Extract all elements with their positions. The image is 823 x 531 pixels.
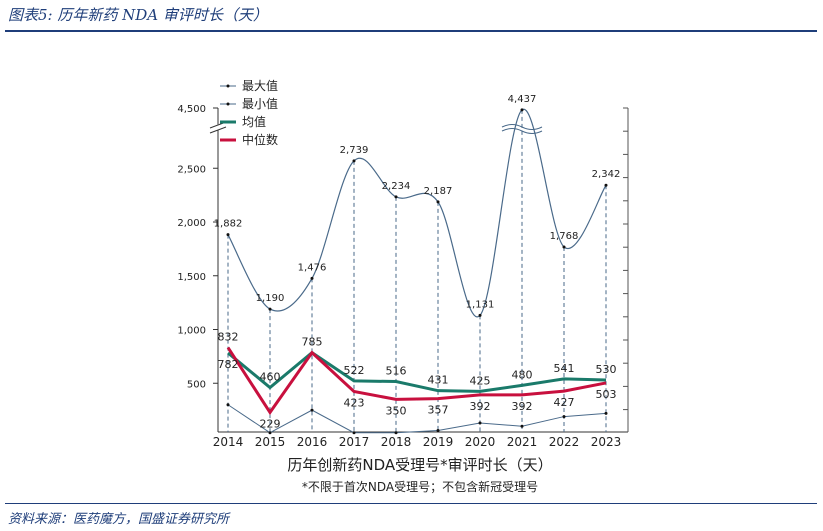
y-tick-label: 4,500 [177,104,206,115]
min-point [562,415,566,419]
chart-title: 历年创新药NDA受理号*审评时长（天） [287,456,552,474]
source-note: 资料来源：医药魔方，国盛证券研究所 [8,512,230,527]
figure-header: 图表5: 历年新药 NDA 审评时长（天） [8,6,268,24]
x-tick-label: 2014 [213,435,244,449]
max-label: 1,131 [466,299,495,310]
footer-rule [5,503,817,504]
max-point [436,200,440,204]
min-point [226,403,230,407]
mean-label: 425 [470,374,491,387]
mean-label: 530 [596,363,617,376]
max-point [310,276,314,280]
median-label: 832 [218,331,239,344]
min-point [520,424,524,428]
median-label: 423 [344,397,365,410]
mean-label: 782 [218,358,239,371]
max-point [478,313,482,317]
min-point [436,429,440,433]
y-tick-label: 2,500 [177,164,206,175]
max-point [352,159,356,163]
legend-label: 均值 [242,114,266,129]
header-rule [5,30,817,32]
x-tick-label: 2023 [591,435,622,449]
median-label: 392 [512,400,533,413]
mean-label: 460 [260,371,281,384]
max-point [562,245,566,249]
x-tick-label: 2020 [465,435,496,449]
x-tick-label: 2015 [255,435,286,449]
mean-label: 541 [554,362,575,375]
max-label: 2,739 [340,145,369,156]
mean-label: 431 [428,374,449,387]
series-break-mark [501,124,543,134]
y-tick-label: 1,500 [177,272,206,283]
median-label: 357 [428,404,449,417]
x-tick-label: 2016 [297,435,328,449]
min-point [604,411,608,415]
max-label: 1,190 [256,293,285,304]
median-label: 229 [260,417,281,430]
x-tick-label: 2017 [339,435,370,449]
legend-label: 最大值 [242,78,278,93]
x-tick-label: 2019 [423,435,454,449]
max-label: 4,437 [508,94,537,105]
min-point [310,408,314,412]
series-max-line [227,109,607,318]
max-label: 2,234 [382,181,411,192]
y-tick-label: 2,000 [177,218,206,229]
median-label: 350 [386,404,407,417]
max-point [268,307,272,311]
chart-subtitle: *不限于首次NDA受理号；不包含新冠受理号 [302,479,538,494]
series-min-line [227,404,607,434]
min-point [394,431,398,435]
median-label: 427 [554,396,575,409]
mean-label: 480 [512,368,533,381]
x-tick-label: 2021 [507,435,538,449]
legend-label: 中位数 [242,132,278,147]
legend-marker [226,84,230,88]
max-point [604,183,608,187]
min-point [268,431,272,435]
max-point [520,108,524,112]
x-tick-label: 2018 [381,435,412,449]
mean-label: 522 [344,364,365,377]
max-point [394,195,398,199]
y-tick-label: 1,000 [177,326,206,337]
median-label: 392 [470,400,491,413]
y-tick-label: 500 [187,379,206,390]
axis-break [209,121,227,133]
mean-label: 785 [302,336,323,349]
legend-label: 最小值 [242,96,278,111]
series-median-line [226,346,607,416]
max-label: 1,476 [298,262,327,273]
series-mean-line [227,350,607,393]
min-point [478,421,482,425]
max-label: 1,768 [550,231,579,242]
legend-marker [226,102,230,106]
axis-break-mark [209,126,227,134]
x-tick-label: 2022 [549,435,580,449]
max-label: 2,187 [424,186,453,197]
max-label: 2,342 [592,169,621,180]
max-point [226,233,230,237]
median-label: 503 [596,388,617,401]
mean-label: 516 [386,365,407,378]
min-point [352,431,356,435]
max-label: 1,882 [214,219,243,230]
